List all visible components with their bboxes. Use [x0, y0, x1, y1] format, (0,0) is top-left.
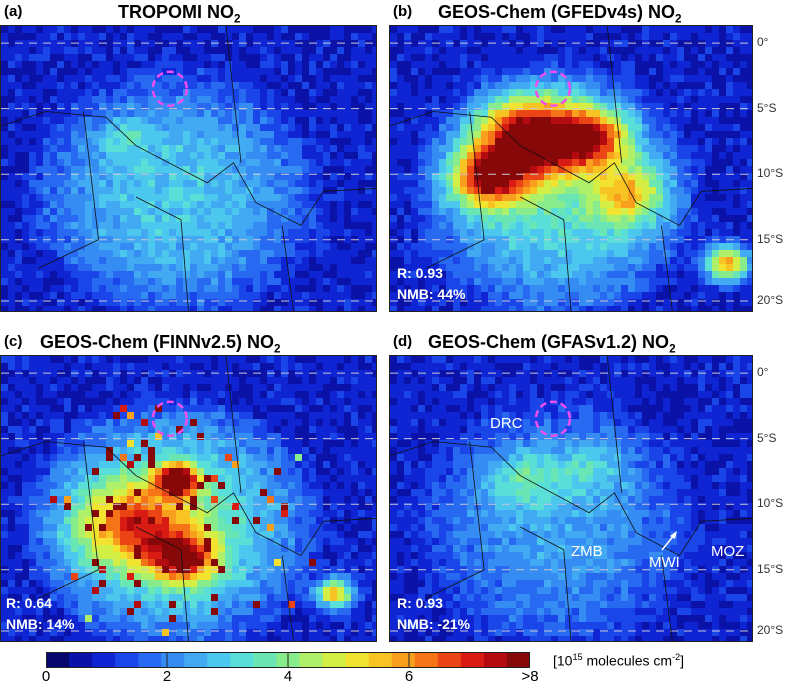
country-border: [520, 526, 572, 641]
country-border: [520, 196, 572, 311]
country-border: [390, 111, 752, 227]
colorbar-swatch: [299, 652, 324, 668]
country-label-zmb: ZMB: [571, 543, 603, 560]
colorbar-unit-label: [1015 molecules cm-2]: [553, 652, 685, 669]
country-border: [606, 356, 623, 493]
panel-label: (a): [4, 3, 23, 20]
nmb-value: NMB: 14%: [6, 616, 75, 632]
country-border: [661, 555, 673, 641]
no2-field: [390, 356, 752, 641]
colorbar-swatch: [161, 652, 185, 668]
country-border: [225, 356, 242, 493]
r-value: R: 0.93: [397, 265, 443, 281]
nmb-value: NMB: 44%: [397, 286, 466, 302]
panel-label: (b): [393, 3, 413, 20]
no2-field: [1, 356, 376, 641]
panel-title: TROPOMI NO2: [118, 2, 241, 26]
colorbar-swatch: [184, 652, 208, 668]
colorbar-swatch: [207, 652, 231, 668]
panel-title: GEOS-Chem (GFEDv4s) NO2: [438, 2, 682, 26]
latitude-tick-label: 0°: [757, 35, 769, 50]
latitude-tick-label: 20°S: [757, 293, 784, 308]
country-label-drc: DRC: [490, 415, 523, 432]
map-panel-c: [0, 355, 377, 642]
arrow-icon: [661, 531, 677, 551]
country-label-moz: MOZ: [711, 543, 745, 560]
colorbar-tick-label: 2: [162, 668, 172, 685]
country-border: [661, 225, 673, 311]
panel-title: GEOS-Chem (GFASv1.2) NO2: [428, 332, 676, 356]
country-border: [390, 441, 752, 557]
map-panel-d: [389, 355, 753, 642]
latitude-tick-label: 15°S: [757, 231, 784, 246]
country-border: [135, 196, 189, 311]
colorbar-swatch: [345, 652, 370, 668]
colorbar-swatch: [460, 652, 485, 668]
panel-label: (d): [393, 333, 413, 350]
r-value: R: 0.93: [397, 595, 443, 611]
colorbar-swatch: [46, 652, 70, 668]
latitude-tick-label: 15°S: [757, 561, 784, 576]
country-border: [426, 111, 485, 269]
country-border: [1, 441, 376, 557]
colorbar-swatch: [322, 652, 347, 668]
no2-field: [1, 26, 376, 311]
country-border: [38, 111, 99, 269]
colorbar-swatch: [92, 652, 116, 668]
panel-label: (c): [4, 333, 23, 350]
colorbar-swatch: [414, 652, 439, 668]
latitude-tick-label: 10°S: [757, 166, 784, 181]
colorbar-swatch: [138, 652, 162, 668]
colorbar-swatch: [391, 652, 416, 668]
colorbar-swatch: [69, 652, 93, 668]
country-border: [225, 26, 242, 163]
colorbar-swatch: [506, 652, 530, 668]
map-panel-b: [389, 25, 753, 312]
colorbar-tick-label: 4: [283, 668, 293, 685]
colorbar-swatch: [483, 652, 508, 668]
colorbar-swatch: [437, 652, 462, 668]
latitude-tick-label: 20°S: [757, 623, 784, 638]
map-panel-a: [0, 25, 377, 312]
drc-circle-marker: [151, 400, 188, 437]
latitude-tick-label: 10°S: [757, 496, 784, 511]
colorbar-tick-label: 0: [41, 668, 51, 685]
latitude-tick-label: 5°S: [757, 100, 777, 115]
country-label-mwi: MWI: [649, 554, 680, 571]
country-border: [606, 26, 623, 163]
country-border: [281, 555, 294, 641]
country-border: [1, 111, 376, 227]
drc-circle-marker: [151, 70, 188, 107]
panel-title: GEOS-Chem (FINNv2.5) NO2: [40, 332, 281, 356]
latitude-tick-label: 0°: [757, 365, 769, 380]
country-border: [426, 441, 485, 599]
r-value: R: 0.64: [6, 595, 52, 611]
colorbar-swatch: [253, 652, 277, 668]
country-border: [281, 225, 294, 311]
colorbar-swatch: [230, 652, 254, 668]
country-border: [135, 526, 189, 641]
colorbar-tick-label: >8: [521, 668, 539, 685]
latitude-tick-label: 5°S: [757, 430, 777, 445]
country-border: [38, 441, 99, 599]
colorbar-swatch: [368, 652, 393, 668]
colorbar-swatch: [115, 652, 139, 668]
no2-field: [390, 26, 752, 311]
colorbar-tick-label: 6: [404, 668, 414, 685]
colorbar: [46, 652, 530, 668]
drc-circle-marker: [534, 400, 572, 437]
nmb-value: NMB: -21%: [397, 616, 471, 632]
